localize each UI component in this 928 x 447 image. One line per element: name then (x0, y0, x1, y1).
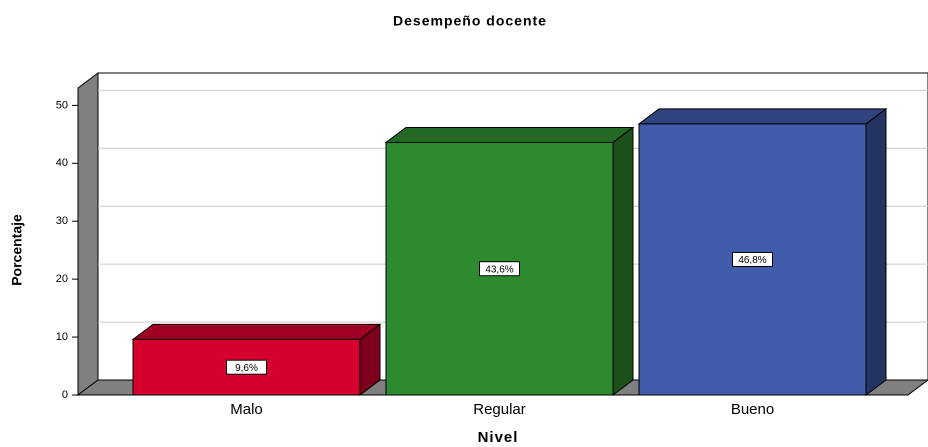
chart-title: Desempeño docente (393, 13, 547, 29)
y-tick-label: 20 (56, 273, 68, 285)
value-label: 9,6% (235, 363, 258, 374)
y-axis-label: Porcentaje (9, 214, 25, 286)
side-wall (77, 72, 99, 396)
x-tick-label: Bueno (731, 401, 774, 418)
value-label-box (226, 359, 267, 375)
y-tick-label: 10 (56, 331, 68, 343)
bar-side (612, 126, 634, 396)
value-label: 46,8% (738, 255, 766, 266)
value-label-box (732, 251, 773, 267)
value-label: 43,6% (485, 264, 513, 275)
bar-top (637, 108, 888, 125)
x-axis-label: Nivel (478, 429, 519, 446)
x-tick-label: Malo (230, 401, 263, 418)
bar-top (131, 323, 382, 340)
x-tick-label: Regular (473, 401, 526, 418)
y-tick-label: 50 (56, 99, 68, 111)
bar-side (865, 107, 887, 396)
y-tick-label: 40 (56, 157, 68, 169)
bar-top (384, 126, 635, 143)
y-tick-label: 30 (56, 215, 68, 227)
value-label-box (479, 261, 520, 277)
y-tick-label: 0 (62, 389, 68, 401)
